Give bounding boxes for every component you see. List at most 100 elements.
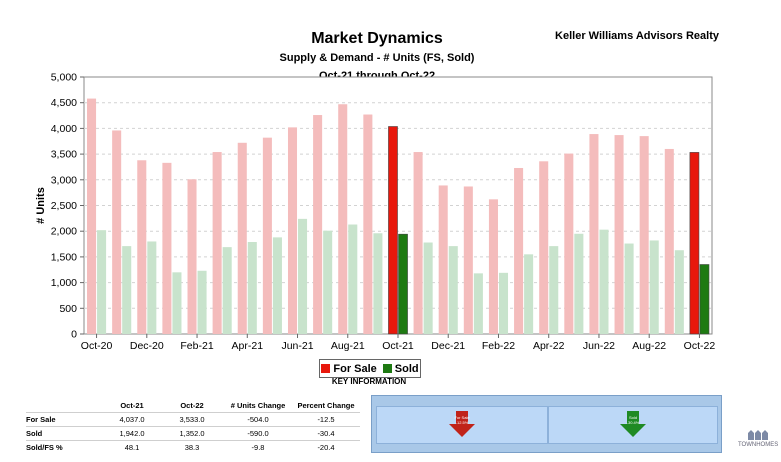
table-cell: -590.0 bbox=[224, 426, 292, 441]
bar-for-sale bbox=[438, 185, 448, 334]
y-tick-label: 500 bbox=[59, 303, 77, 315]
y-tick-label: 5,000 bbox=[51, 72, 77, 84]
stats-header-percent-change: Percent Change bbox=[297, 401, 355, 410]
bar-sold bbox=[323, 230, 333, 334]
kpi-sold-card: Sold -30.4% bbox=[548, 406, 718, 444]
kpi-for-sale-label: For Sale bbox=[454, 415, 470, 420]
stats-header-units-change: # Units Change bbox=[230, 401, 286, 410]
bar-sold bbox=[574, 233, 584, 334]
bar-sold bbox=[649, 240, 659, 334]
table-cell: 38.3 bbox=[160, 440, 224, 454]
brand-logo: TOWNHOMES bbox=[738, 428, 778, 448]
bar-for-sale bbox=[488, 199, 498, 334]
table-cell: 48.1 bbox=[104, 440, 160, 454]
bar-sold bbox=[298, 218, 308, 334]
bar-sold bbox=[524, 254, 534, 334]
bar-for-sale bbox=[413, 152, 423, 334]
down-arrow-icon bbox=[449, 411, 475, 437]
bar-sold bbox=[122, 246, 132, 334]
x-tick-label: Aug-21 bbox=[331, 340, 365, 352]
bar-for-sale bbox=[388, 126, 398, 335]
bar-sold bbox=[398, 233, 408, 335]
bar-sold bbox=[599, 229, 609, 334]
stats-table: Oct-21 Oct-22 # Units Change Percent Cha… bbox=[26, 399, 360, 454]
legend-swatch-sold bbox=[382, 364, 392, 373]
bar-sold bbox=[247, 241, 257, 334]
table-cell: -504.0 bbox=[224, 412, 292, 427]
stats-header-oct22: Oct-22 bbox=[180, 401, 204, 410]
kpi-sold-label: Sold bbox=[628, 415, 637, 420]
table-cell: Sold bbox=[26, 426, 104, 441]
bar-sold bbox=[473, 273, 483, 334]
x-tick-label: Jun-22 bbox=[583, 340, 615, 352]
table-cell: 1,352.0 bbox=[160, 426, 224, 441]
bar-for-sale bbox=[463, 186, 473, 334]
x-tick-label: Oct-21 bbox=[382, 340, 414, 352]
y-tick-label: 2,000 bbox=[51, 226, 77, 238]
x-tick-label: Apr-22 bbox=[533, 340, 565, 352]
kpi-for-sale-text: For Sale -12.5% bbox=[449, 415, 475, 425]
bar-sold bbox=[222, 247, 232, 334]
bar-for-sale bbox=[262, 137, 272, 334]
bar-for-sale bbox=[589, 134, 599, 334]
y-tick-label: 4,000 bbox=[51, 123, 77, 135]
table-cell: 3,533.0 bbox=[160, 412, 224, 427]
legend-item-sold: Sold bbox=[382, 362, 419, 375]
table-row: Sold/FS % 48.1 38.3 -9.8 -20.4 bbox=[26, 440, 360, 454]
table-row: For Sale 4,037.0 3,533.0 -504.0 -12.5 bbox=[26, 412, 360, 427]
bar-for-sale bbox=[137, 160, 147, 334]
bar-sold bbox=[699, 264, 710, 335]
bar-sold bbox=[549, 246, 559, 334]
bar-for-sale bbox=[87, 98, 97, 334]
bar-for-sale bbox=[187, 179, 197, 334]
townhomes-logo-icon bbox=[748, 430, 768, 440]
down-arrow-icon bbox=[620, 411, 646, 437]
table-row: Sold 1,942.0 1,352.0 -590.0 -30.4 bbox=[26, 426, 360, 441]
kpi-for-sale-card: For Sale -12.5% bbox=[376, 406, 548, 444]
bar-sold bbox=[348, 224, 358, 334]
bar-sold bbox=[272, 237, 282, 334]
legend-label-for-sale: For Sale bbox=[333, 362, 377, 375]
table-cell: For Sale bbox=[26, 412, 104, 427]
table-cell: Sold/FS % bbox=[26, 440, 104, 454]
bar-for-sale bbox=[162, 162, 172, 334]
kpi-for-sale-pct: -12.5% bbox=[455, 420, 469, 425]
x-tick-label: Oct-22 bbox=[684, 340, 716, 352]
bar-for-sale bbox=[614, 135, 624, 334]
stats-header-blank bbox=[26, 399, 104, 413]
kpi-sold-pct: -30.4% bbox=[626, 420, 640, 425]
table-cell: 4,037.0 bbox=[104, 412, 160, 427]
x-tick-label: Feb-22 bbox=[482, 340, 515, 352]
bar-for-sale bbox=[287, 127, 298, 334]
kpi-panel: For Sale -12.5% Sold -30.4% bbox=[371, 395, 722, 453]
table-cell: 1,942.0 bbox=[104, 426, 160, 441]
y-tick-label: 0 bbox=[71, 329, 77, 341]
bar-sold bbox=[373, 233, 383, 334]
x-tick-label: Feb-21 bbox=[180, 340, 213, 352]
bar-for-sale bbox=[212, 152, 222, 334]
bar-sold bbox=[448, 246, 458, 334]
x-tick-label: Apr-21 bbox=[232, 340, 264, 352]
table-cell: -9.8 bbox=[224, 440, 292, 454]
legend-label-sold: Sold bbox=[394, 362, 419, 375]
bar-for-sale bbox=[363, 114, 373, 334]
chart-subtitle: Supply & Demand - # Units (FS, Sold) bbox=[279, 52, 475, 64]
y-tick-label: 2,500 bbox=[51, 200, 77, 212]
bar-for-sale bbox=[564, 153, 574, 334]
x-tick-label: Jun-21 bbox=[281, 340, 313, 352]
bar-sold bbox=[498, 272, 509, 334]
y-tick-label: 4,500 bbox=[51, 97, 77, 109]
chart-legend: For Sale Sold bbox=[319, 359, 421, 378]
bar-for-sale bbox=[539, 161, 549, 334]
legend-item-for-sale: For Sale bbox=[321, 362, 377, 375]
bar-for-sale bbox=[664, 148, 674, 334]
table-cell: -20.4 bbox=[292, 440, 360, 454]
bar-sold bbox=[624, 243, 634, 334]
bar-sold bbox=[423, 242, 433, 334]
bar-for-sale bbox=[514, 167, 524, 334]
bar-sold bbox=[147, 241, 157, 334]
legend-swatch-for-sale bbox=[321, 364, 331, 373]
y-tick-label: 3,500 bbox=[51, 149, 77, 161]
company-name: Keller Williams Advisors Realty bbox=[555, 30, 719, 42]
logo-text: TOWNHOMES bbox=[738, 442, 779, 448]
